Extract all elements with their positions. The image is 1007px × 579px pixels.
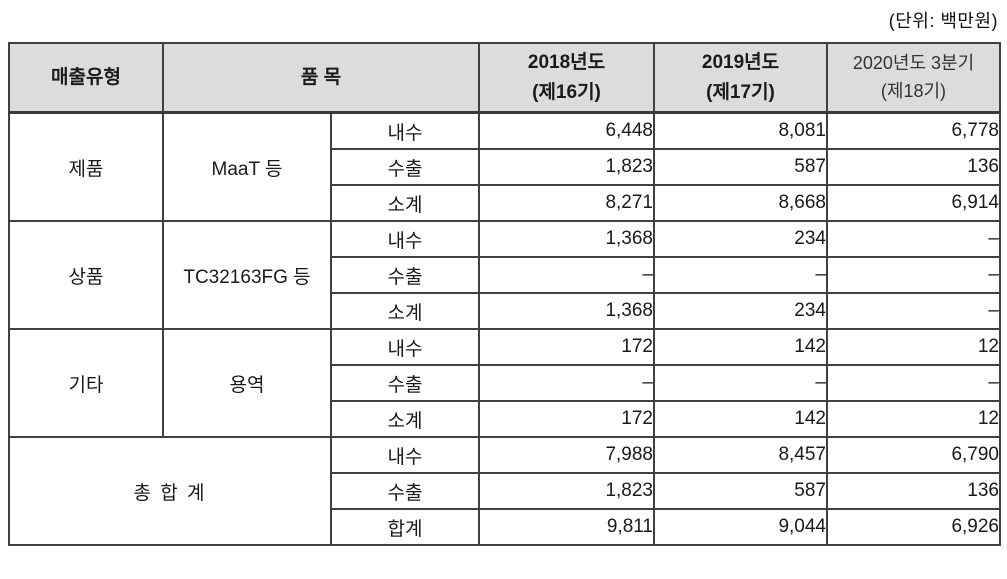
value-cell-2019: 8,668 (653, 184, 828, 222)
row-label-cell: 소계 (330, 184, 480, 222)
header-2020: 2020년도 3분기 (제18기) (826, 42, 1001, 114)
value-cell-2018: 172 (478, 400, 655, 438)
table-row: 기타 용역 내수 172 142 12 (8, 328, 1001, 438)
row-label-cell: 수출 (330, 364, 480, 402)
header-row: 매출유형 품 목 2018년도 (제16기) 2019년도 (제17기) 202… (8, 42, 1001, 114)
value-cell-2018: 1,368 (478, 220, 655, 258)
item-cell: MaaT 등 (162, 111, 332, 222)
row-label-cell: 내수 (330, 328, 480, 366)
value-cell-2020: 136 (826, 472, 1001, 510)
value-cell-2018: 1,823 (478, 472, 655, 510)
table-row: 소계 8,271 8,668 6,914 (9, 184, 1001, 222)
value-cell-2020: 12 (826, 328, 1001, 366)
row-label-cell: 내수 (330, 436, 480, 474)
value-cell-2018: 9,811 (478, 508, 655, 546)
value-cell-2018: 172 (478, 328, 655, 366)
row-label-cell: 수출 (330, 256, 480, 294)
header-item: 품 목 (162, 42, 480, 114)
header-2019-term: (제17기) (706, 81, 775, 103)
value-cell-2018: 6,448 (478, 111, 655, 150)
value-cell-2020: – (826, 220, 1001, 258)
value-cell-2019: 234 (653, 292, 828, 330)
header-sales-type: 매출유형 (8, 42, 164, 114)
table-row: 총 합 계 내수 7,988 8,457 6,790 (8, 436, 1001, 546)
value-cell-2018: 1,823 (478, 148, 655, 186)
header-2020-term: (제18기) (880, 80, 947, 101)
header-2018-year: 2018년도 (527, 52, 606, 74)
table-row: 수출 – – – (9, 256, 1001, 294)
value-cell-2020: – (826, 364, 1001, 402)
value-cell-2018: – (478, 364, 655, 402)
value-cell-2020: 6,914 (826, 184, 1001, 222)
value-cell-2019: 9,044 (653, 508, 828, 546)
table-row: 수출 – – – (9, 364, 1001, 402)
value-cell-2018: 1,368 (478, 292, 655, 330)
header-2020-year: 2020년도 3분기 (852, 52, 975, 73)
row-label-cell: 소계 (330, 292, 480, 330)
header-2018-term: (제16기) (532, 81, 601, 103)
value-cell-2020: 12 (826, 400, 1001, 438)
value-cell-2020: 136 (826, 148, 1001, 186)
value-cell-2020: 6,790 (826, 436, 1001, 474)
table-row: 수출 1,823 587 136 (9, 472, 1001, 510)
value-cell-2020: – (826, 292, 1001, 330)
value-cell-2018: 7,988 (478, 436, 655, 474)
row-label-cell: 수출 (330, 472, 480, 510)
value-cell-2019: 142 (653, 400, 828, 438)
grand-total-cell: 총 합 계 (8, 436, 332, 546)
value-cell-2019: 587 (653, 472, 828, 510)
header-2018: 2018년도 (제16기) (478, 42, 655, 114)
table-row: 합계 9,811 9,044 6,926 (9, 508, 1001, 546)
header-2019-year: 2019년도 (701, 52, 780, 74)
header-2019: 2019년도 (제17기) (653, 42, 828, 114)
table-row: 제품 MaaT 등 내수 6,448 8,081 6,778 (8, 111, 1001, 222)
table-row: 수출 1,823 587 136 (9, 148, 1001, 186)
row-label-cell: 수출 (330, 148, 480, 186)
value-cell-2019: 8,081 (653, 111, 828, 150)
table-row: 상품 TC32163FG 등 내수 1,368 234 – (8, 220, 1001, 330)
value-cell-2019: 234 (653, 220, 828, 258)
value-cell-2020: – (826, 256, 1001, 294)
sales-type-cell: 제품 (8, 111, 164, 222)
value-cell-2018: 8,271 (478, 184, 655, 222)
sales-table: 매출유형 품 목 2018년도 (제16기) 2019년도 (제17기) 202… (8, 42, 1001, 546)
unit-label: (단위: 백만원) (888, 11, 998, 31)
value-cell-2019: – (653, 364, 828, 402)
value-cell-2019: 142 (653, 328, 828, 366)
table-row: 소계 172 142 12 (9, 400, 1001, 438)
row-label-cell: 소계 (330, 400, 480, 438)
row-label-cell: 합계 (330, 508, 480, 546)
value-cell-2019: 587 (653, 148, 828, 186)
value-cell-2020: 6,926 (826, 508, 1001, 546)
value-cell-2020: 6,778 (826, 111, 1001, 150)
row-label-cell: 내수 (330, 220, 480, 258)
table-row: 소계 1,368 234 – (9, 292, 1001, 330)
value-cell-2019: – (653, 256, 828, 294)
sales-type-cell: 기타 (8, 328, 164, 438)
row-label-cell: 내수 (330, 111, 480, 150)
item-cell: 용역 (162, 328, 332, 438)
sales-type-cell: 상품 (8, 220, 164, 330)
item-cell: TC32163FG 등 (162, 220, 332, 330)
value-cell-2019: 8,457 (653, 436, 828, 474)
value-cell-2018: – (478, 256, 655, 294)
